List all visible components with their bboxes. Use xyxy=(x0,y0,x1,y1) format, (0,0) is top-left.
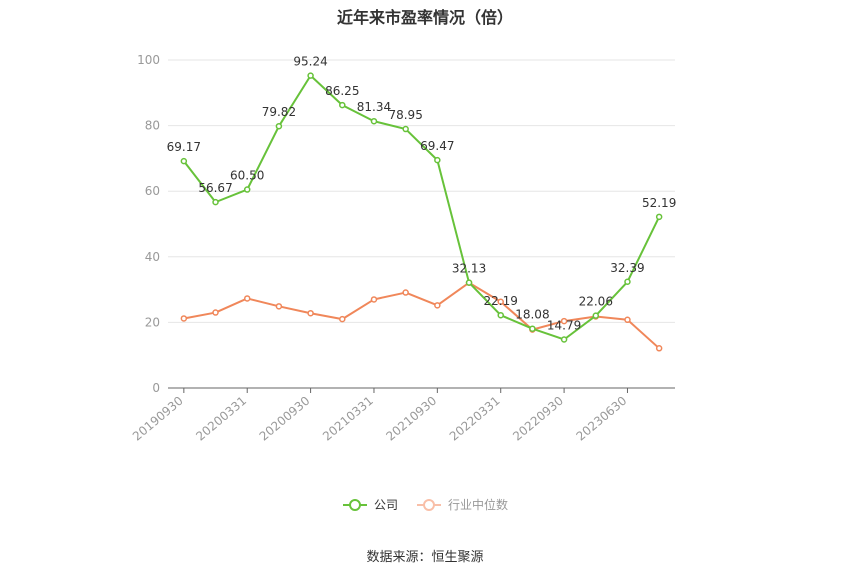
series-layer xyxy=(180,72,663,352)
data-label-company: 52.19 xyxy=(642,196,676,210)
grid-lines xyxy=(168,59,675,323)
x-tick-label: 20220331 xyxy=(447,394,503,444)
data-point-industry-median xyxy=(243,295,251,302)
data-label-company: 32.39 xyxy=(610,261,644,275)
data-point-industry-median xyxy=(434,302,441,309)
data-point-company xyxy=(402,125,409,133)
data-label-company: 95.24 xyxy=(293,55,327,69)
data-point-industry-median xyxy=(560,317,568,325)
y-tick-label: 20 xyxy=(145,315,160,329)
data-label-company: 18.08 xyxy=(515,308,549,322)
legend-item-industry-median[interactable]: 行业中位数 xyxy=(416,496,508,513)
data-point-company xyxy=(180,157,188,165)
legend: 公司 行业中位数 xyxy=(0,496,850,513)
x-tick-label: 20210930 xyxy=(383,394,439,444)
data-label-company: 14.79 xyxy=(547,318,581,332)
x-tick-label: 20210331 xyxy=(320,394,376,444)
x-tick-label: 20200331 xyxy=(193,394,249,444)
legend-marker-company xyxy=(342,498,367,511)
data-point-industry-median xyxy=(402,289,409,296)
y-tick-label: 100 xyxy=(137,53,160,67)
data-point-company xyxy=(624,278,631,286)
data-point-company xyxy=(370,117,378,125)
y-tick-label: 40 xyxy=(145,250,160,264)
data-label-company: 79.82 xyxy=(262,105,296,119)
data-point-company xyxy=(592,312,600,319)
legend-label-company: 公司 xyxy=(373,498,398,512)
data-label-company: 22.06 xyxy=(579,295,613,309)
data-label-company: 78.95 xyxy=(388,108,422,122)
data-point-company xyxy=(434,156,441,164)
data-point-company xyxy=(275,122,283,130)
data-point-industry-median xyxy=(180,315,188,322)
data-point-company xyxy=(465,279,473,286)
chart-title: 近年来市盈率情况（倍） xyxy=(336,8,513,27)
x-tick-label: 20190930 xyxy=(130,394,186,444)
legend-label-industry-median: 行业中位数 xyxy=(448,498,509,512)
series-line-industry-median xyxy=(183,281,660,350)
legend-item-company[interactable]: 公司 xyxy=(342,496,398,513)
data-point-industry-median xyxy=(624,316,631,324)
data-point-company xyxy=(529,325,536,332)
data-label-company: 22.19 xyxy=(484,294,518,308)
data-point-industry-median xyxy=(655,345,663,352)
x-tick-label: 20230630 xyxy=(574,394,630,444)
data-point-industry-median xyxy=(339,315,346,323)
data-point-company xyxy=(307,72,314,79)
data-point-industry-median xyxy=(370,296,378,303)
data-point-industry-median xyxy=(497,298,504,305)
data-label-company: 86.25 xyxy=(325,84,359,98)
series-line-company xyxy=(183,74,661,341)
data-label-company: 81.34 xyxy=(357,100,391,114)
data-point-company xyxy=(339,101,346,109)
data-label-company: 56.67 xyxy=(198,181,232,195)
data-label-company: 69.47 xyxy=(420,139,454,153)
x-tick-label: 20200930 xyxy=(257,394,313,444)
data-label-company: 69.17 xyxy=(167,140,201,154)
data-point-industry-median xyxy=(212,309,219,316)
y-tick-label: 0 xyxy=(152,381,160,395)
data-point-company xyxy=(497,311,504,319)
legend-marker-industry-median xyxy=(417,498,441,511)
data-point-industry-median xyxy=(307,309,314,317)
data-point-company xyxy=(655,213,663,221)
data-point-company xyxy=(243,186,251,193)
source-note: 数据来源：恒生聚源 xyxy=(366,550,484,565)
data-point-industry-median xyxy=(275,303,283,310)
data-label-company: 60.50 xyxy=(230,169,264,183)
data-label-company: 32.13 xyxy=(452,262,486,276)
y-tick-label: 80 xyxy=(145,119,160,133)
y-tick-label: 60 xyxy=(145,184,160,198)
x-tick-label: 20220930 xyxy=(510,394,566,444)
data-point-company xyxy=(212,198,219,206)
data-point-company xyxy=(560,336,568,343)
